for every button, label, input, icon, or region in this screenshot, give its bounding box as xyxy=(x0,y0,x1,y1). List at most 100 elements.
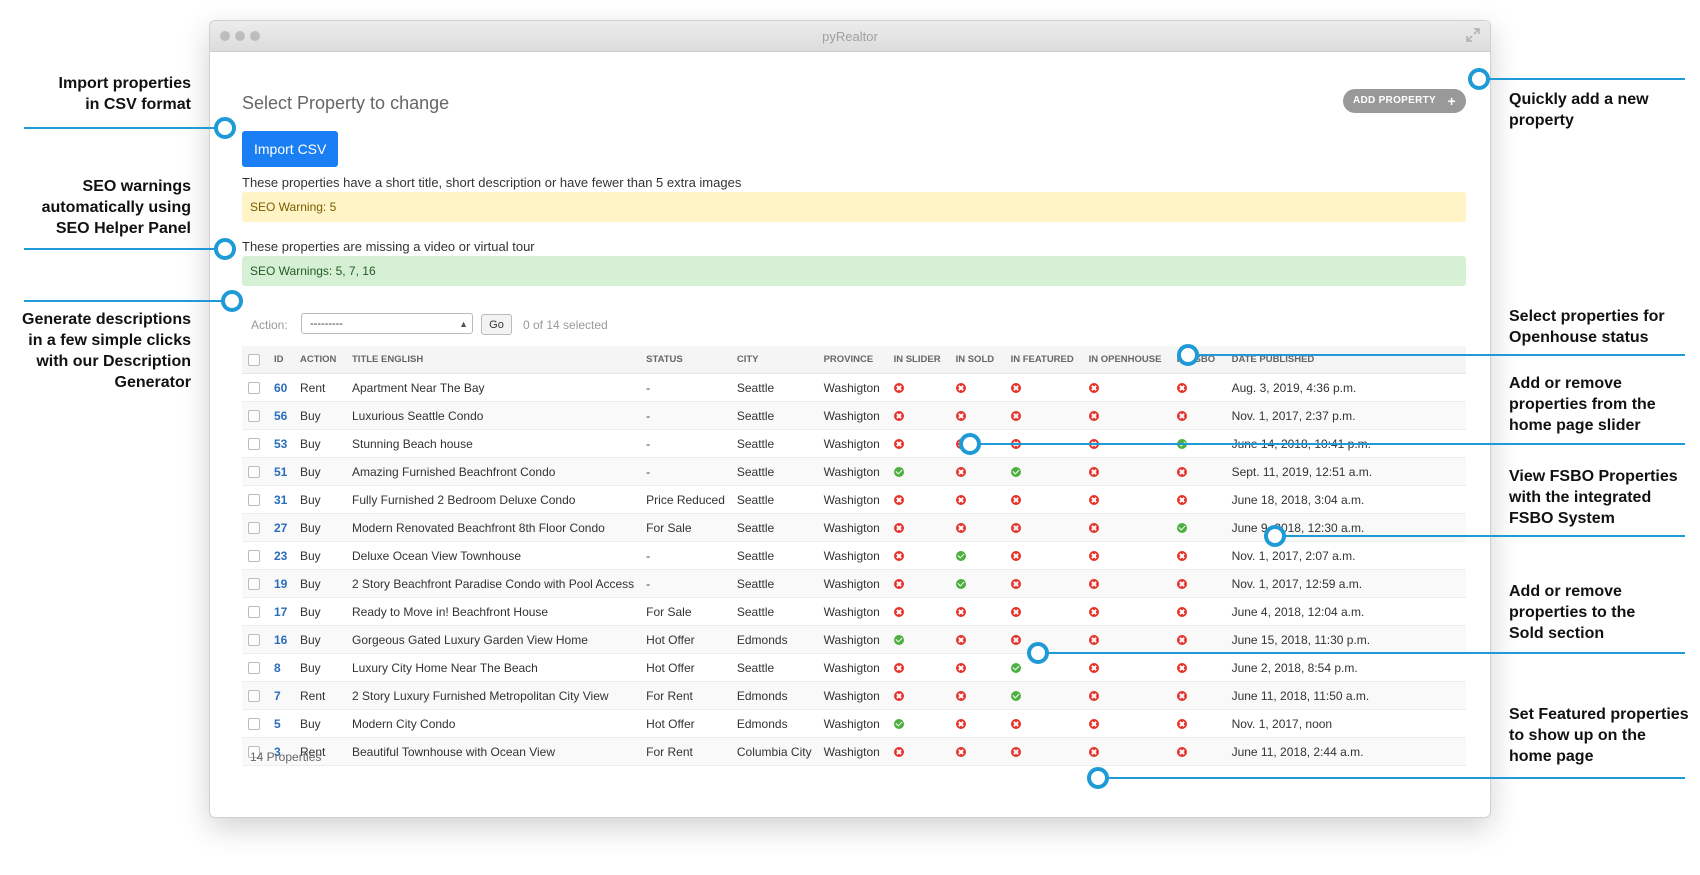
check-icon[interactable] xyxy=(1176,523,1187,534)
column-header[interactable]: IN OPENHOUSE xyxy=(1082,346,1171,374)
cross-icon[interactable] xyxy=(1088,635,1099,646)
cross-icon[interactable] xyxy=(955,691,966,702)
id-cell[interactable]: 31 xyxy=(268,485,294,514)
cross-icon[interactable] xyxy=(1176,691,1187,702)
cross-icon[interactable] xyxy=(1010,383,1021,394)
column-header[interactable]: ACTION xyxy=(294,346,346,374)
row-checkbox[interactable] xyxy=(248,382,260,395)
cross-icon[interactable] xyxy=(893,607,904,618)
cross-icon[interactable] xyxy=(1088,495,1099,506)
cross-icon[interactable] xyxy=(1088,747,1099,758)
row-checkbox[interactable] xyxy=(248,578,260,591)
cross-icon[interactable] xyxy=(1088,719,1099,730)
cross-icon[interactable] xyxy=(955,467,966,478)
cross-icon[interactable] xyxy=(893,383,904,394)
row-checkbox[interactable] xyxy=(248,606,260,619)
cross-icon[interactable] xyxy=(1088,523,1099,534)
id-cell[interactable]: 53 xyxy=(268,429,294,458)
id-cell-text[interactable]: 17 xyxy=(274,604,288,619)
fullscreen-icon[interactable] xyxy=(1466,28,1480,42)
cross-icon[interactable] xyxy=(1176,467,1187,478)
id-cell-text[interactable]: 3 xyxy=(274,744,281,759)
id-cell-text[interactable]: 16 xyxy=(274,632,288,647)
cross-icon[interactable] xyxy=(1088,467,1099,478)
cross-icon[interactable] xyxy=(1088,663,1099,674)
cross-icon[interactable] xyxy=(955,635,966,646)
cross-icon[interactable] xyxy=(1010,411,1021,422)
cross-icon[interactable] xyxy=(893,523,904,534)
row-checkbox[interactable] xyxy=(248,494,260,507)
cross-icon[interactable] xyxy=(1088,383,1099,394)
cross-icon[interactable] xyxy=(955,523,966,534)
id-cell[interactable]: 3 xyxy=(268,737,294,766)
maximize-window-button[interactable] xyxy=(250,31,260,41)
id-cell-text[interactable]: 60 xyxy=(274,380,288,395)
cross-icon[interactable] xyxy=(1088,579,1099,590)
cross-icon[interactable] xyxy=(893,691,904,702)
cross-icon[interactable] xyxy=(1010,551,1021,562)
id-cell[interactable]: 16 xyxy=(268,625,294,654)
row-checkbox[interactable] xyxy=(248,438,260,451)
cross-icon[interactable] xyxy=(1176,663,1187,674)
id-cell[interactable]: 19 xyxy=(268,569,294,598)
check-icon[interactable] xyxy=(893,719,904,730)
column-header[interactable]: TITLE ENGLISH xyxy=(346,346,641,374)
row-checkbox[interactable] xyxy=(248,550,260,563)
cross-icon[interactable] xyxy=(1088,551,1099,562)
cross-icon[interactable] xyxy=(1176,551,1187,562)
cross-icon[interactable] xyxy=(1010,607,1021,618)
cross-icon[interactable] xyxy=(1176,411,1187,422)
cross-icon[interactable] xyxy=(955,607,966,618)
check-icon[interactable] xyxy=(893,635,904,646)
column-header[interactable]: PROVINCE xyxy=(817,346,888,374)
id-cell-text[interactable]: 7 xyxy=(274,688,281,703)
row-checkbox[interactable] xyxy=(248,634,260,647)
cross-icon[interactable] xyxy=(1176,635,1187,646)
cross-icon[interactable] xyxy=(1176,383,1187,394)
close-window-button[interactable] xyxy=(220,31,230,41)
cross-icon[interactable] xyxy=(1088,691,1099,702)
cross-icon[interactable] xyxy=(1010,747,1021,758)
id-cell[interactable]: 56 xyxy=(268,401,294,430)
cross-icon[interactable] xyxy=(955,747,966,758)
id-cell[interactable]: 27 xyxy=(268,513,294,542)
id-cell-text[interactable]: 5 xyxy=(274,716,281,731)
row-checkbox[interactable] xyxy=(248,746,260,759)
column-header[interactable]: IN FEATURED xyxy=(1004,346,1083,374)
cross-icon[interactable] xyxy=(1176,495,1187,506)
cross-icon[interactable] xyxy=(1176,747,1187,758)
column-header[interactable]: STATUS xyxy=(640,346,731,374)
go-button[interactable]: Go xyxy=(481,314,512,335)
id-cell[interactable]: 7 xyxy=(268,681,294,710)
select-all-checkbox[interactable] xyxy=(248,353,260,366)
id-cell-text[interactable]: 56 xyxy=(274,408,288,423)
cross-icon[interactable] xyxy=(1010,719,1021,730)
cross-icon[interactable] xyxy=(1088,607,1099,618)
id-cell-text[interactable]: 31 xyxy=(274,492,288,507)
column-header[interactable]: ID xyxy=(268,346,294,374)
column-header[interactable]: IN SOLD xyxy=(949,346,1005,374)
minimize-window-button[interactable] xyxy=(235,31,245,41)
action-select[interactable]: --------- ▲ xyxy=(301,313,473,334)
cross-icon[interactable] xyxy=(1010,635,1021,646)
column-header[interactable]: CITY xyxy=(730,346,818,374)
check-icon[interactable] xyxy=(955,551,966,562)
id-cell[interactable]: 60 xyxy=(268,373,294,402)
check-icon[interactable] xyxy=(955,579,966,590)
id-cell[interactable]: 23 xyxy=(268,541,294,570)
id-cell[interactable]: 5 xyxy=(268,709,294,738)
cross-icon[interactable] xyxy=(1176,719,1187,730)
row-checkbox[interactable] xyxy=(248,662,260,675)
id-cell[interactable]: 17 xyxy=(268,597,294,626)
import-csv-button[interactable]: Import CSV xyxy=(242,131,339,167)
check-icon[interactable] xyxy=(1010,663,1021,674)
cross-icon[interactable] xyxy=(955,719,966,730)
column-header[interactable]: IN SLIDER xyxy=(887,346,950,374)
id-cell-text[interactable]: 27 xyxy=(274,520,288,535)
cross-icon[interactable] xyxy=(893,495,904,506)
row-checkbox[interactable] xyxy=(248,410,260,423)
cross-icon[interactable] xyxy=(1176,607,1187,618)
id-cell-text[interactable]: 19 xyxy=(274,576,288,591)
check-icon[interactable] xyxy=(1010,467,1021,478)
cross-icon[interactable] xyxy=(893,411,904,422)
